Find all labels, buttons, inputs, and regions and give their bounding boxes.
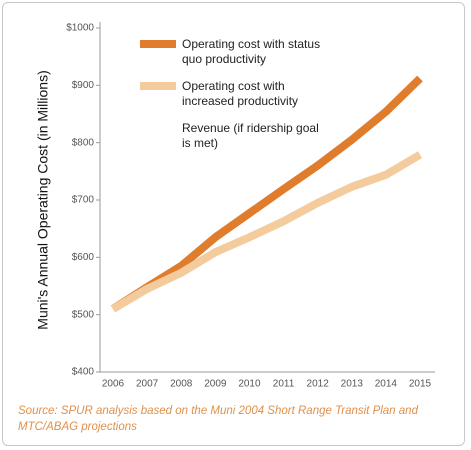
source-note: Source: SPUR analysis based on the Muni …	[18, 405, 418, 433]
x-tick-label: 2015	[409, 379, 432, 390]
y-tick-label: $600	[72, 252, 95, 263]
y-tick-label: $800	[72, 137, 95, 148]
y-tick-label: $500	[72, 309, 95, 320]
y-tick-label: $400	[72, 367, 95, 378]
x-tick-label: 2011	[273, 379, 295, 390]
x-tick-label: 2007	[136, 379, 159, 390]
series-line	[110, 75, 423, 313]
legend-entry: Operating cost with status quo productiv…	[182, 37, 321, 66]
x-tick-label: 2006	[102, 379, 125, 390]
x-tick-label: 2009	[204, 379, 227, 390]
x-tick-label: 2010	[238, 379, 261, 390]
x-tick-label: 2013	[341, 379, 364, 390]
series-line	[110, 151, 423, 313]
y-tick-label: $700	[72, 195, 95, 206]
y-tick-label: $1000	[66, 23, 94, 34]
x-tick-label: 2008	[170, 379, 193, 390]
x-tick-label: 2012	[307, 379, 330, 390]
y-axis-title: Muni's Annual Operating Cost (in Million…	[35, 70, 51, 329]
legend-entry: Revenue (if ridership goal is met)	[182, 121, 319, 150]
frame	[2, 2, 465, 446]
legend-entry: Operating cost with increased productivi…	[182, 79, 299, 108]
y-tick-label: $900	[72, 80, 95, 91]
x-tick-label: 2014	[375, 379, 398, 390]
